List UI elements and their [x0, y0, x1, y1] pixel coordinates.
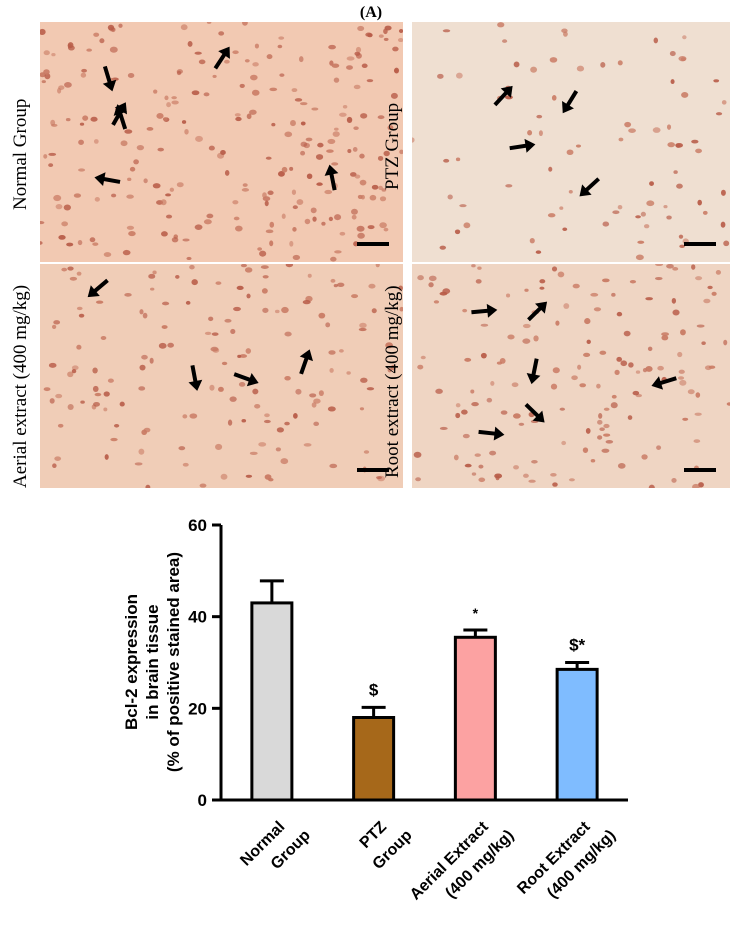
arrow-icon: [471, 303, 498, 318]
panel-label: (A): [359, 4, 383, 21]
arrow-icon: [493, 85, 513, 107]
y-axis-label-line: in brain tissue: [143, 604, 162, 719]
micrograph-root-extract: [412, 264, 730, 488]
tissue-background: [40, 264, 403, 488]
tissue-background: [412, 264, 730, 488]
micrograph-image: [412, 264, 730, 488]
micrograph-ptz-group: [412, 22, 730, 262]
micrograph-image: [40, 264, 403, 488]
arrow-markers: [87, 278, 313, 391]
arrow-icon: [213, 46, 230, 70]
arrow-icon: [299, 349, 313, 375]
arrow-icon: [651, 376, 677, 390]
arrow-markers: [493, 85, 601, 197]
arrow-icon: [509, 138, 536, 153]
x-tick-label: Aerial Extract(400 mg/kg): [407, 818, 517, 903]
x-tick-label: Root Extract(400 mg/kg): [514, 818, 619, 902]
y-axis-label-line: (% of positive stained area): [164, 552, 183, 772]
bcl2-bar-chart: Bcl-2 expression in brain tissue (% of pos…: [122, 516, 628, 903]
micrograph-label-ptz: PTZ Group: [382, 102, 403, 190]
micrograph-label-aerial: Aerial extract (400 mg/kg): [10, 284, 31, 488]
bar: [250, 601, 294, 802]
micrograph-normal-group: [40, 22, 403, 262]
arrow-icon: [188, 364, 203, 391]
arrow-icon: [524, 403, 545, 423]
arrow-markers: [471, 301, 677, 441]
bar: [453, 635, 497, 802]
arrow-markers: [94, 46, 339, 191]
cell-nuclei: [412, 22, 730, 261]
scale-bar: [684, 468, 716, 472]
bar: [555, 667, 599, 802]
y-tick-label: 40: [188, 608, 207, 627]
micrograph-label-root: Root extract (400 mg/kg): [382, 285, 403, 478]
tissue-background: [412, 22, 730, 262]
y-tick-label: 20: [188, 699, 207, 718]
y-axis-label: Bcl-2 expression in brain tissue (% of pos…: [122, 552, 183, 772]
micrograph-image: [40, 22, 403, 262]
significance-label: $: [369, 680, 379, 699]
scale-bar: [684, 242, 716, 246]
arrow-icon: [579, 177, 601, 197]
arrow-icon: [233, 372, 259, 387]
arrow-icon: [87, 278, 109, 298]
micrograph-aerial-extract: [40, 264, 403, 488]
cell-nuclei: [413, 264, 730, 488]
arrow-icon: [324, 164, 339, 191]
arrow-icon: [113, 104, 128, 130]
significance-label: $*: [569, 636, 585, 655]
micrograph-label-normal: Normal Group: [10, 98, 31, 210]
arrow-icon: [526, 358, 541, 385]
y-tick-label: 0: [198, 791, 207, 810]
arrow-icon: [102, 65, 117, 92]
y-tick-label: 60: [188, 516, 207, 535]
micrograph-image: [412, 22, 730, 262]
scale-bar: [357, 242, 389, 246]
scale-bar: [357, 468, 389, 472]
cell-nuclei: [43, 264, 403, 488]
arrow-icon: [562, 90, 579, 114]
arrow-icon: [478, 426, 505, 441]
arrow-icon: [94, 172, 121, 186]
bar: [352, 716, 396, 802]
cell-nuclei: [40, 22, 403, 262]
significance-label: *: [473, 605, 479, 621]
y-axis-label-line: Bcl-2 expression: [122, 594, 141, 730]
arrow-icon: [527, 301, 548, 322]
